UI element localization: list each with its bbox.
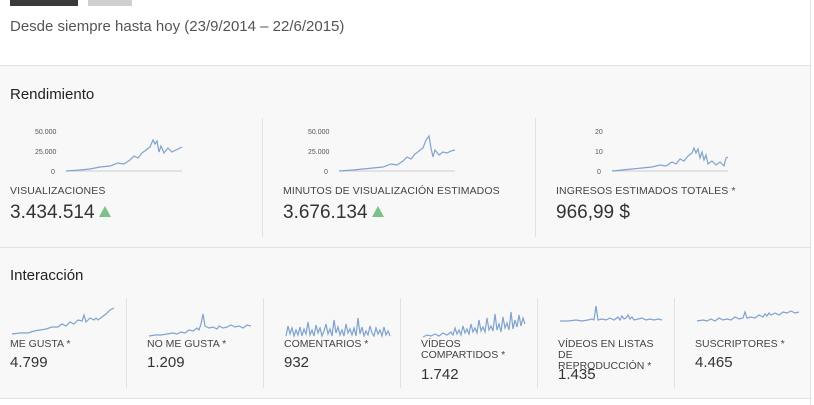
interaccion-title: Interacción bbox=[10, 267, 84, 284]
date-range: Desde siempre hasta hoy (23/9/2014 – 22/… bbox=[10, 18, 345, 35]
axis-tick: 0 bbox=[597, 169, 601, 176]
label-line: REPRODUCCIÓN * bbox=[558, 360, 652, 372]
metric-value: 1.742 bbox=[421, 366, 459, 383]
metric-value: 966,99 $ bbox=[556, 202, 630, 223]
metric-value: 3.676.134 bbox=[283, 202, 384, 224]
metric-label: ME GUSTA * bbox=[10, 339, 70, 350]
metric-value: 4.799 bbox=[10, 354, 48, 371]
label-line: VÍDEOS bbox=[421, 338, 461, 350]
metric-label: MINUTOS DE VISUALIZACIÓN ESTIMADOS bbox=[283, 185, 500, 197]
metric-separator bbox=[535, 118, 536, 237]
videos-compartidos-sparkline bbox=[422, 311, 526, 338]
sparkline-series bbox=[11, 307, 115, 335]
label-line: COMPARTIDOS * bbox=[421, 349, 506, 361]
metric-suscriptores[interactable]: SUSCRIPTORES * 4.465 bbox=[695, 300, 803, 390]
label-line: VÍDEOS EN LISTAS DE bbox=[558, 338, 654, 361]
ingresos-sparkline: 20 10 0 bbox=[595, 129, 729, 176]
metric-me-gusta[interactable]: ME GUSTA * 4.799 bbox=[10, 300, 122, 390]
video-thumbnail-secondary[interactable] bbox=[88, 0, 132, 6]
metric-label: VÍDEOS EN LISTAS DE REPRODUCCIÓN * bbox=[558, 339, 670, 372]
metric-visualizaciones[interactable]: 50.000 25.000 0 VISUALIZACIONES 3.434.51… bbox=[10, 120, 260, 240]
sparkline-series bbox=[148, 313, 252, 337]
metric-separator bbox=[262, 118, 263, 237]
metric-videos-compartidos[interactable]: VÍDEOS COMPARTIDOS * 1.742 bbox=[421, 300, 533, 390]
visualizaciones-sparkline: 50.000 25.000 0 bbox=[35, 129, 183, 176]
section-divider bbox=[0, 247, 810, 248]
comentarios-sparkline bbox=[285, 317, 391, 339]
section-divider bbox=[0, 398, 810, 399]
sparkline-series bbox=[338, 134, 456, 172]
metric-separator bbox=[674, 298, 675, 388]
metric-ingresos[interactable]: 20 10 0 INGRESOS ESTIMADOS TOTALES * 966… bbox=[556, 120, 806, 240]
metric-videos-listas-reproduccion[interactable]: VÍDEOS EN LISTAS DE REPRODUCCIÓN * 1.435 bbox=[558, 300, 670, 390]
axis-tick: 50.000 bbox=[35, 129, 57, 136]
metric-value: 1.209 bbox=[147, 354, 185, 371]
metric-value: 932 bbox=[284, 354, 310, 371]
metric-separator bbox=[400, 298, 401, 388]
metric-separator bbox=[126, 298, 127, 388]
axis-tick: 25.000 bbox=[35, 149, 57, 156]
metric-comentarios[interactable]: COMENTARIOS * 932 bbox=[284, 300, 396, 390]
metric-minutos-visualizacion[interactable]: 50.000 25.000 0 MINUTOS DE VISUALIZACIÓN… bbox=[283, 120, 533, 240]
metric-separator bbox=[537, 298, 538, 388]
sparkline-series bbox=[65, 138, 183, 172]
metric-value: 1.435 bbox=[558, 366, 596, 383]
axis-tick: 10 bbox=[595, 149, 603, 156]
minutos-sparkline: 50.000 25.000 0 bbox=[308, 129, 456, 176]
section-divider bbox=[0, 65, 810, 66]
metric-label: VÍDEOS COMPARTIDOS * bbox=[421, 339, 505, 361]
videos-listas-sparkline bbox=[560, 305, 663, 322]
no-me-gusta-sparkline bbox=[148, 313, 252, 337]
metric-separator bbox=[263, 298, 264, 388]
sparkline-series bbox=[560, 305, 663, 322]
axis-tick: 50.000 bbox=[308, 129, 330, 136]
triangle-up-icon bbox=[371, 206, 384, 217]
axis-tick: 20 bbox=[595, 129, 603, 136]
axis-tick: 25.000 bbox=[308, 149, 330, 156]
axis-tick: 0 bbox=[324, 169, 328, 176]
rendimiento-title: Rendimiento bbox=[10, 86, 95, 103]
panel-border bbox=[810, 0, 811, 405]
me-gusta-sparkline bbox=[11, 307, 115, 335]
sparkline-series bbox=[611, 146, 729, 172]
metric-value: 3.434.514 bbox=[10, 202, 111, 224]
axis-tick: 0 bbox=[51, 169, 55, 176]
metric-label: SUSCRIPTORES * bbox=[695, 339, 785, 350]
suscriptores-sparkline bbox=[696, 310, 800, 322]
video-thumbnail[interactable] bbox=[10, 0, 78, 6]
sparkline-series bbox=[422, 311, 526, 338]
label-line: ME GUSTA * bbox=[10, 338, 71, 350]
metric-label: NO ME GUSTA * bbox=[147, 339, 226, 350]
metric-label: COMENTARIOS * bbox=[284, 339, 368, 350]
interaccion-section bbox=[0, 248, 810, 398]
label-line: COMENTARIOS * bbox=[284, 338, 369, 350]
metric-value: 4.465 bbox=[695, 354, 733, 371]
metric-label: INGRESOS ESTIMADOS TOTALES * bbox=[556, 185, 736, 197]
metric-no-me-gusta[interactable]: NO ME GUSTA * 1.209 bbox=[147, 300, 259, 390]
label-line: SUSCRIPTORES * bbox=[695, 338, 785, 350]
metric-label: VISUALIZACIONES bbox=[10, 185, 106, 197]
label-line: NO ME GUSTA * bbox=[147, 338, 227, 350]
sparkline-series bbox=[285, 317, 391, 339]
triangle-up-icon bbox=[98, 206, 111, 217]
sparkline-series bbox=[696, 310, 800, 322]
